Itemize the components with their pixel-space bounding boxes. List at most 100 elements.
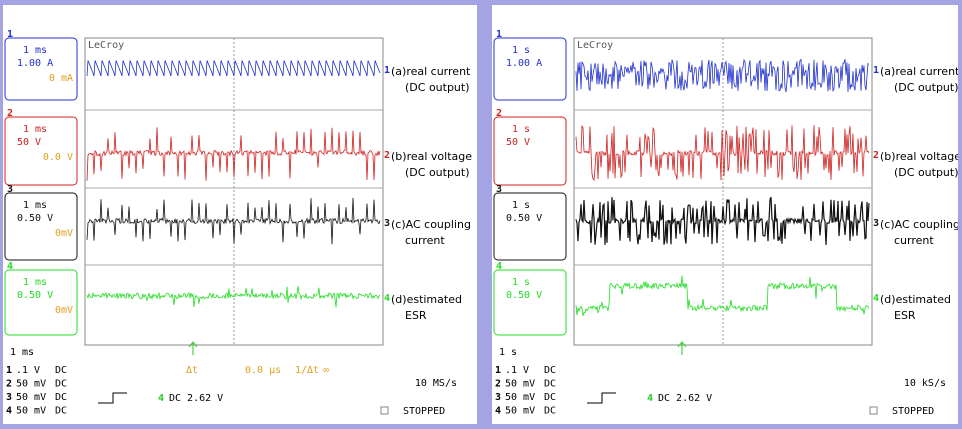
trace-label: (d)estimated [880, 293, 951, 306]
input-number: 1 [6, 365, 12, 376]
channel-scale: 0.50 V [506, 213, 542, 224]
trace-sublabel: current [405, 234, 445, 247]
input-number: 1 [495, 365, 501, 376]
waveform [575, 275, 870, 317]
trace-sublabel: (DC output) [894, 81, 958, 94]
channel-box [4, 192, 78, 261]
channel-scale: 50 V [506, 137, 530, 148]
input-coupling: DC [544, 392, 556, 403]
trace-sublabel: (DC output) [405, 166, 470, 179]
status-box [869, 406, 878, 415]
channel-scale: 0.50 V [506, 290, 542, 301]
input-scale: 50 mV [505, 392, 535, 403]
channel-offset: 0mV [55, 305, 73, 316]
trigger-arrow [188, 341, 198, 355]
channel-box [493, 116, 567, 186]
input-coupling: DC [55, 406, 67, 417]
status-box [380, 406, 389, 415]
input-number: 4 [495, 406, 501, 417]
trace-sublabel: (DC output) [894, 166, 958, 179]
channel-box [4, 116, 78, 186]
channel-offset: 0.0 V [43, 152, 73, 163]
input-coupling: DC [55, 379, 67, 390]
input-coupling: DC [544, 379, 556, 390]
channel-timebase: 1 ms [23, 45, 47, 56]
timebase: 1 s [499, 347, 517, 358]
input-scale: 50 mV [16, 392, 46, 403]
trace-sublabel: (DC output) [405, 81, 470, 94]
trace-marker: 3 [873, 218, 879, 229]
channel-number: 1 [496, 29, 502, 40]
status: STOPPED [892, 406, 934, 417]
channel-timebase: 1 s [512, 277, 530, 288]
channel-box [493, 269, 567, 336]
trigger-symbol [587, 392, 616, 404]
timebase: 1 ms [10, 347, 34, 358]
trace-marker: 2 [384, 150, 390, 161]
input-scale: .1 V [505, 365, 529, 376]
input-number: 2 [495, 379, 501, 390]
status: STOPPED [403, 406, 445, 417]
trace-marker: 1 [384, 65, 390, 76]
trigger-channel: 4 [158, 393, 164, 404]
input-number: 4 [6, 406, 12, 417]
input-coupling: DC [55, 365, 67, 376]
waveform [86, 127, 381, 181]
trace-sublabel: ESR [894, 309, 916, 322]
channel-number: 1 [7, 29, 13, 40]
channel-box [4, 269, 78, 336]
input-scale: 50 mV [16, 379, 46, 390]
waveform [575, 196, 870, 246]
channel-timebase: 1 s [512, 200, 530, 211]
channel-timebase: 1 ms [23, 277, 47, 288]
sample-rate: 10 kS/s [904, 378, 946, 389]
channel-scale: 1.00 A [506, 58, 542, 69]
waveform [86, 60, 381, 77]
trace-label: (a)real current [880, 65, 958, 78]
trace-label: (c)AC coupling [391, 218, 471, 231]
brand: LeCroy [577, 40, 613, 51]
channel-box [493, 192, 567, 261]
trace-label: (d)estimated [391, 293, 462, 306]
channel-scale: 1.00 A [17, 58, 53, 69]
trace-marker: 3 [384, 218, 390, 229]
input-coupling: DC [544, 406, 556, 417]
trace-label: (c)AC coupling [880, 218, 958, 231]
trigger-level: DC 2.62 V [658, 393, 712, 404]
channel-number: 2 [7, 108, 13, 119]
trace-marker: 1 [873, 65, 879, 76]
channel-scale: 0.50 V [17, 213, 53, 224]
input-coupling: DC [544, 365, 556, 376]
channel-offset: 0 mA [49, 73, 73, 84]
input-coupling: DC [55, 392, 67, 403]
channel-box [4, 37, 78, 101]
channel-scale: 50 V [17, 137, 41, 148]
trace-marker: 4 [873, 293, 879, 304]
cursor-inverse-label: 1/Δt [295, 365, 319, 376]
channel-number: 3 [7, 184, 13, 195]
channel-number: 4 [496, 261, 502, 272]
channel-number: 3 [496, 184, 502, 195]
channel-offset: 0mV [55, 228, 73, 239]
channel-timebase: 1 ms [23, 124, 47, 135]
trace-marker: 2 [873, 150, 879, 161]
channel-number: 4 [7, 261, 13, 272]
input-scale: 50 mV [16, 406, 46, 417]
sample-rate: 10 MS/s [415, 378, 457, 389]
trace-label: (b)real voltage [880, 150, 958, 163]
input-number: 2 [6, 379, 12, 390]
cursor-delta: 0.0 μs [245, 365, 281, 376]
trace-marker: 4 [384, 293, 390, 304]
waveform [86, 285, 381, 308]
waveform [575, 125, 870, 181]
channel-number: 2 [496, 108, 502, 119]
waveform [86, 197, 381, 245]
trigger-arrow [677, 341, 687, 355]
channel-timebase: 1 s [512, 45, 530, 56]
brand: LeCroy [88, 40, 124, 51]
trigger-symbol [98, 392, 127, 404]
trace-sublabel: ESR [405, 309, 427, 322]
